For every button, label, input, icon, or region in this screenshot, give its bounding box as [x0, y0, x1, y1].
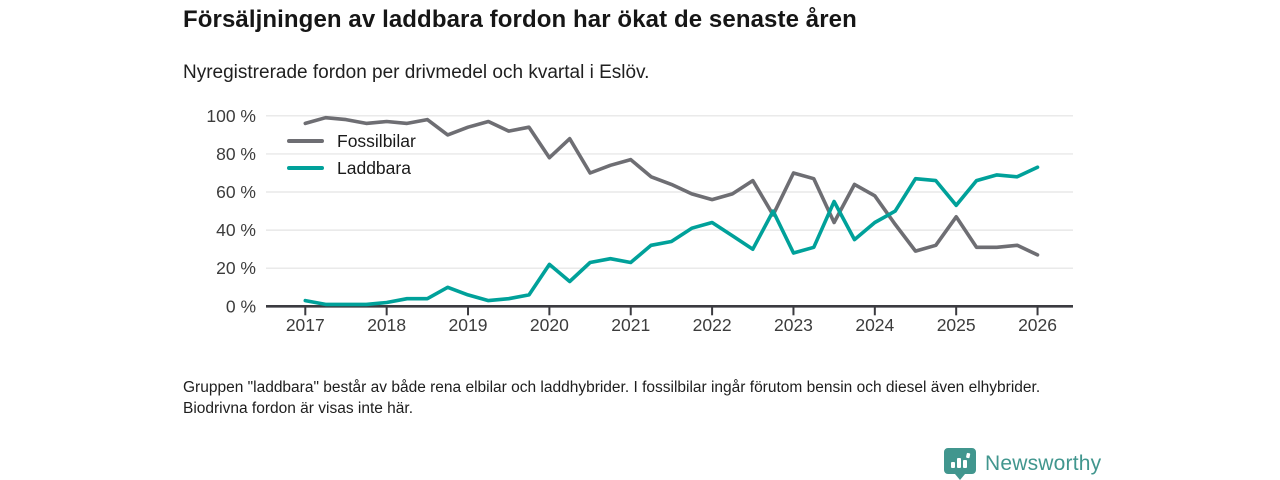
line-series-laddbara: [303, 165, 1040, 307]
logo-text: Newsworthy: [985, 451, 1102, 475]
y-axis-tick-label: 0 %: [226, 296, 256, 316]
legend-label: Fossilbilar: [337, 130, 416, 151]
laddbara-line-swatch: [287, 166, 324, 170]
chart-legend: Fossilbilar Laddbara: [287, 131, 416, 178]
fossilbilar-line-swatch: [287, 139, 324, 143]
chart-subtitle: Nyregistrerade fordon per drivmedel och …: [183, 62, 650, 83]
newsworthy-logo[interactable]: Newsworthy: [944, 447, 1101, 480]
chart-footnote: Gruppen "laddbara" består av både rena e…: [183, 379, 1041, 417]
x-axis-tick-label: 2024: [855, 315, 894, 335]
y-axis-tick-label: 60 %: [216, 182, 256, 202]
x-axis-tick-label: 2022: [693, 315, 732, 335]
x-axis-tick-label: 2017: [286, 315, 325, 335]
y-axis-tick-label: 100 %: [206, 106, 256, 126]
y-axis-tick-label: 20 %: [216, 258, 256, 278]
x-axis-tick-label: 2020: [530, 315, 569, 335]
legend-label: Laddbara: [337, 157, 411, 178]
legend-item-fossilbilar: Fossilbilar: [287, 131, 416, 151]
x-axis-tick-label: 2026: [1018, 315, 1057, 335]
line-series-fossilbilar: [303, 115, 1040, 257]
x-axis-tick-label: 2019: [449, 315, 488, 335]
legend-item-laddbara: Laddbara: [287, 158, 416, 178]
x-axis-tick-label: 2021: [611, 315, 650, 335]
x-axis-tick-label: 2023: [774, 315, 813, 335]
bar-chart-badge-icon: [944, 448, 976, 480]
x-axis-tick-label: 2018: [367, 315, 406, 335]
y-axis-tick-label: 80 %: [216, 144, 256, 164]
x-axis-tick-label: 2025: [937, 315, 976, 335]
y-axis-tick-label: 40 %: [216, 220, 256, 240]
page-title: Försäljningen av laddbara fordon har öka…: [183, 6, 857, 33]
